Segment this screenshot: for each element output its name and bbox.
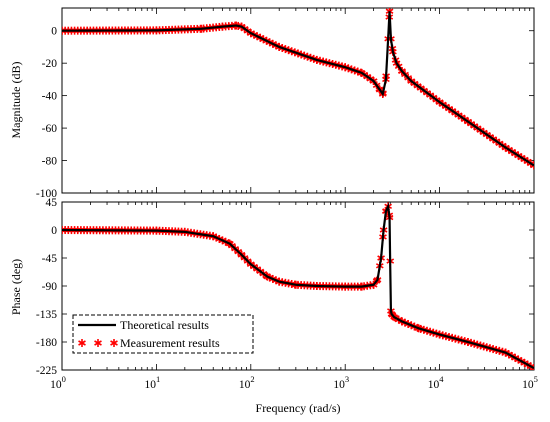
magnitude-plot-frame [61,7,535,194]
x-tick-label: 102 [239,374,255,391]
magnitude-y-tick-label: -60 [42,123,58,135]
phase-y-axis-label: Phase (deg) [9,259,23,315]
x-tick-label: 100 [50,374,66,391]
magnitude-y-tick-label: 0 [51,26,57,38]
magnitude-y-axis-label: Magnitude (dB) [9,62,23,139]
phase-y-tick-label: -225 [36,365,57,377]
x-tick-label: 104 [428,374,445,391]
phase-theoretical-line [62,202,534,370]
phase-y-tick-label: -135 [36,309,57,321]
x-tick-label: 105 [522,374,538,391]
magnitude-y-tick-label: -20 [42,58,58,70]
legend-label-measurement: Measurement results [120,336,220,350]
legend-marker [78,339,86,347]
legend: Theoretical results Measurement results [72,314,254,354]
legend-marker-sample [78,339,118,347]
magnitude-plot: 0 -20 -40 -60 -80 -100 [36,7,535,200]
legend-box [72,314,254,354]
magnitude-y-tick-label: -40 [42,91,58,103]
legend-marker [94,339,102,347]
phase-y-tick-label: 45 [46,197,58,209]
phase-y-tick-label: -45 [42,253,58,265]
legend-marker [110,339,118,347]
legend-label-theoretical: Theoretical results [120,318,209,332]
phase-y-tick-label: -180 [36,337,57,349]
phase-y-tick-label: -90 [42,281,58,293]
magnitude-theoretical-line [62,11,534,167]
x-tick-label: 101 [145,374,161,391]
frequency-x-axis-label: Frequency (rad/s) [256,401,341,415]
magnitude-y-tick-label: -100 [36,188,57,200]
magnitude-y-tick-label: -80 [42,156,58,168]
x-tick-label: 103 [333,374,349,391]
phase-y-tick-label: 0 [51,225,57,237]
